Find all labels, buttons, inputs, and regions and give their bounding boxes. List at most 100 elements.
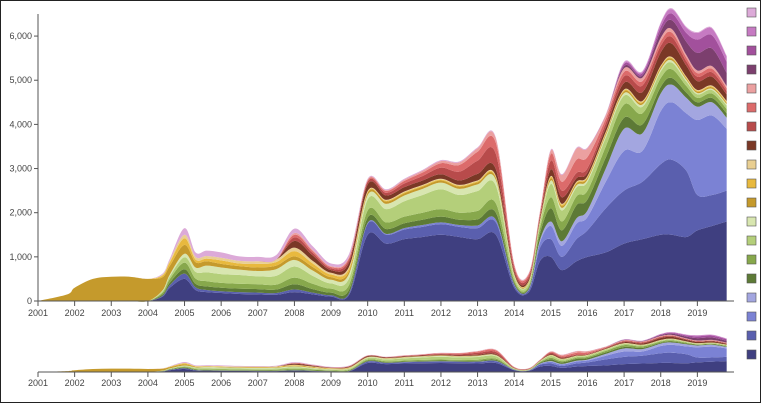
legend-swatch[interactable]: [746, 349, 757, 360]
legend-swatch[interactable]: [746, 26, 757, 37]
overview-series-area-0: [38, 361, 727, 373]
overview-x-tick: 2013: [468, 372, 488, 388]
overview-x-tick-label: 2019: [687, 378, 707, 388]
legend-swatch[interactable]: [746, 292, 757, 303]
legend-swatch[interactable]: [746, 178, 757, 189]
y-tick-label: 0: [27, 296, 32, 306]
overview-x-tick-label: 2002: [65, 378, 85, 388]
x-tick-label: 2010: [358, 308, 378, 318]
y-tick: 1,000: [9, 252, 38, 262]
x-tick-label: 2008: [284, 308, 304, 318]
main-series-area-8: [38, 58, 727, 302]
overview-x-tick: 2002: [65, 372, 85, 388]
legend-swatch[interactable]: [746, 7, 757, 18]
legend-swatch[interactable]: [746, 330, 757, 341]
x-tick: 2014: [504, 301, 524, 318]
overview-series-area-11: [38, 336, 727, 372]
y-tick-label: 4,000: [9, 119, 32, 129]
legend-swatch[interactable]: [746, 140, 757, 151]
overview-x-tick: 2005: [175, 372, 195, 388]
x-tick: 2013: [468, 301, 488, 318]
overview-x-tick: 2009: [321, 372, 341, 388]
legend-swatch[interactable]: [746, 64, 757, 75]
overview-x-tick: 2014: [504, 372, 524, 388]
x-tick: 2004: [138, 301, 158, 318]
main-plot-areas: [38, 8, 727, 302]
y-tick: 4,000: [9, 119, 38, 129]
legend-swatch[interactable]: [746, 83, 757, 94]
y-tick: 5,000: [9, 75, 38, 85]
overview-series-area-2: [38, 344, 727, 373]
x-tick-label: 2015: [541, 308, 561, 318]
x-tick-label: 2009: [321, 308, 341, 318]
overview-x-tick-label: 2007: [248, 378, 268, 388]
overview-x-tick: 2012: [431, 372, 451, 388]
overview-x-tick: 2019: [687, 372, 707, 388]
legend-swatch[interactable]: [746, 216, 757, 227]
overview-x-tick-label: 2013: [468, 378, 488, 388]
main-series-area-3: [38, 84, 727, 302]
x-tick-label: 2004: [138, 308, 158, 318]
overview-x-tick-label: 2005: [175, 378, 195, 388]
x-tick-label: 2016: [577, 308, 597, 318]
x-tick-label: 2014: [504, 308, 524, 318]
overview-x-tick-label: 2010: [358, 378, 378, 388]
x-tick: 2008: [284, 301, 304, 318]
overview-x-tick: 2010: [358, 372, 378, 388]
y-tick-label: 1,000: [9, 252, 32, 262]
overview-x-tick-label: 2001: [28, 378, 48, 388]
legend-swatch[interactable]: [746, 159, 757, 170]
main-series-area-11: [38, 42, 727, 302]
x-tick: 2017: [614, 301, 634, 318]
x-tick-label: 2006: [211, 308, 231, 318]
overview-x-axis: 2001 2002 2003 2004 2005 2006 2007 2008 2009 2010…: [28, 371, 734, 388]
main-series-area-5: [38, 68, 727, 302]
x-tick: 2012: [431, 301, 451, 318]
overview-x-tick: 2016: [577, 372, 597, 388]
x-tick: 2009: [321, 301, 341, 318]
overview-x-tick-label: 2017: [614, 378, 634, 388]
main-x-axis: 2001 2002 2003 2004 2005 2006 2007 2008 2009 2010…: [28, 300, 734, 318]
x-tick-label: 2012: [431, 308, 451, 318]
legend-swatch[interactable]: [746, 197, 757, 208]
overview-x-tick: 2017: [614, 372, 634, 388]
overview-series-area-3: [38, 342, 727, 373]
overview-x-tick: 2018: [651, 372, 671, 388]
overview-x-tick: 2007: [248, 372, 268, 388]
overview-x-tick-label: 2006: [211, 378, 231, 388]
overview-plot-areas[interactable]: [38, 331, 727, 373]
y-tick-label: 3,000: [9, 164, 32, 174]
legend-swatch[interactable]: [746, 254, 757, 265]
x-tick: 2016: [577, 301, 597, 318]
legend-swatch[interactable]: [746, 311, 757, 322]
legend-swatch[interactable]: [746, 102, 757, 113]
overview-x-tick-label: 2003: [101, 378, 121, 388]
x-tick-label: 2007: [248, 308, 268, 318]
legend-swatch[interactable]: [746, 273, 757, 284]
overview-x-tick-label: 2018: [651, 378, 671, 388]
overview-series-area-5: [38, 340, 727, 373]
overview-x-tick: 2008: [284, 372, 304, 388]
y-tick-label: 6,000: [9, 31, 32, 41]
x-tick: 2006: [211, 301, 231, 318]
overview-x-tick-label: 2009: [321, 378, 341, 388]
overview-x-tick: 2004: [138, 372, 158, 388]
x-tick: 2007: [248, 301, 268, 318]
overview-x-tick-label: 2004: [138, 378, 158, 388]
overview-series-area-8: [38, 338, 727, 373]
x-tick: 2002: [65, 301, 85, 318]
overview-x-tick: 2006: [211, 372, 231, 388]
x-tick: 2019: [687, 301, 707, 318]
y-tick-label: 5,000: [9, 75, 32, 85]
x-tick: 2018: [651, 301, 671, 318]
x-tick-label: 2017: [614, 308, 634, 318]
legend-swatch[interactable]: [746, 45, 757, 56]
legend-swatch[interactable]: [746, 121, 757, 132]
legend-swatch[interactable]: [746, 235, 757, 246]
overview-series-area-6: [38, 339, 727, 373]
x-tick-label: 2003: [101, 308, 121, 318]
y-tick: 2,000: [9, 208, 38, 218]
main-series-area-0: [38, 221, 727, 302]
x-tick: 2015: [541, 301, 561, 318]
